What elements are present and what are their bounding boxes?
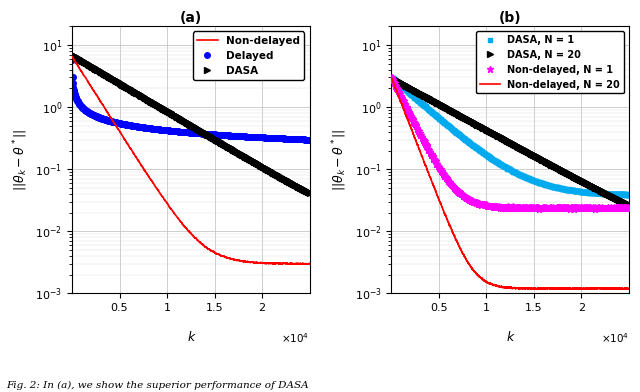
Non-delayed, N = 1	[388, 75, 396, 80]
DASA, N = 1	[404, 89, 412, 94]
Non-delayed, N = 1	[625, 206, 632, 211]
DASA, N = 1	[514, 171, 522, 176]
Delayed	[151, 127, 159, 131]
Non-delayed	[306, 261, 314, 266]
DASA, N = 1	[388, 75, 396, 80]
Text: $\times 10^4$: $\times 10^4$	[282, 331, 310, 345]
Non-delayed	[70, 57, 77, 62]
Text: Fig. 2: In (a), we show the superior performance of DASA: Fig. 2: In (a), we show the superior per…	[6, 381, 309, 390]
Delayed	[85, 110, 93, 115]
DASA	[68, 53, 76, 57]
DASA	[271, 172, 279, 176]
Legend: Non-delayed, Delayed, DASA: Non-delayed, Delayed, DASA	[193, 31, 305, 80]
Non-delayed	[189, 233, 197, 238]
DASA, N = 20	[625, 202, 633, 207]
Line: DASA, N = 20: DASA, N = 20	[388, 75, 632, 207]
DASA	[85, 63, 93, 67]
DASA, N = 1	[470, 143, 477, 148]
DASA	[276, 174, 284, 178]
Line: DASA, N = 1: DASA, N = 1	[389, 75, 631, 197]
Non-delayed, N = 1	[458, 192, 466, 197]
Non-delayed, N = 20	[389, 79, 397, 84]
Line: Delayed: Delayed	[69, 58, 312, 143]
Line: DASA: DASA	[70, 52, 312, 196]
DASA, N = 20	[470, 120, 478, 125]
Text: $\times 10^4$: $\times 10^4$	[601, 331, 629, 345]
Non-delayed, N = 20	[509, 286, 516, 290]
DASA, N = 1	[623, 192, 630, 197]
Line: Non-delayed, N = 20: Non-delayed, N = 20	[391, 78, 629, 289]
Delayed	[276, 136, 284, 141]
Y-axis label: $||\theta_k - \theta^*||$: $||\theta_k - \theta^*||$	[11, 129, 29, 191]
Non-delayed	[93, 93, 100, 98]
Non-delayed, N = 20	[625, 287, 633, 291]
DASA, N = 20	[404, 84, 412, 89]
DASA, N = 20	[591, 185, 598, 190]
DASA, N = 20	[388, 75, 396, 80]
Non-delayed, N = 20	[517, 286, 525, 290]
Y-axis label: $||\theta_k - \theta^*||$: $||\theta_k - \theta^*||$	[330, 129, 349, 191]
Delayed	[306, 137, 314, 142]
DASA, N = 1	[595, 191, 603, 195]
DASA	[195, 127, 203, 131]
Title: (a): (a)	[180, 11, 202, 25]
Non-delayed, N = 20	[518, 286, 526, 291]
Non-delayed	[264, 261, 271, 265]
DASA	[306, 191, 314, 195]
Delayed	[195, 131, 202, 136]
DASA, N = 20	[514, 144, 522, 149]
Non-delayed, N = 1	[472, 200, 480, 205]
Non-delayed	[68, 54, 76, 59]
Non-delayed, N = 1	[435, 164, 442, 169]
Non-delayed, N = 20	[583, 286, 591, 291]
Delayed	[271, 136, 279, 140]
DASA	[301, 188, 308, 192]
Title: (b): (b)	[499, 11, 522, 25]
Non-delayed	[300, 262, 308, 267]
DASA, N = 1	[625, 192, 632, 197]
Non-delayed, N = 1	[455, 189, 463, 194]
Line: Non-delayed, N = 1: Non-delayed, N = 1	[388, 74, 632, 212]
Line: Non-delayed: Non-delayed	[72, 56, 310, 264]
Text: k: k	[187, 331, 195, 344]
Non-delayed, N = 20	[617, 287, 625, 292]
Non-delayed, N = 1	[591, 206, 598, 211]
DASA, N = 20	[620, 200, 628, 205]
Non-delayed, N = 20	[412, 139, 420, 144]
Non-delayed	[198, 241, 205, 246]
Non-delayed, N = 1	[444, 178, 452, 183]
Delayed	[301, 137, 308, 142]
DASA	[151, 101, 159, 106]
Non-delayed, N = 1	[508, 205, 516, 210]
Delayed	[68, 58, 76, 63]
DASA, N = 1	[591, 191, 598, 195]
Text: k: k	[506, 331, 514, 344]
Non-delayed	[199, 242, 207, 247]
DASA, N = 20	[595, 187, 603, 192]
Non-delayed, N = 20	[387, 75, 395, 80]
Legend: DASA, N = 1, DASA, N = 20, Non-delayed, N = 1, Non-delayed, N = 20: DASA, N = 1, DASA, N = 20, Non-delayed, …	[476, 31, 624, 94]
DASA, N = 1	[620, 192, 628, 197]
